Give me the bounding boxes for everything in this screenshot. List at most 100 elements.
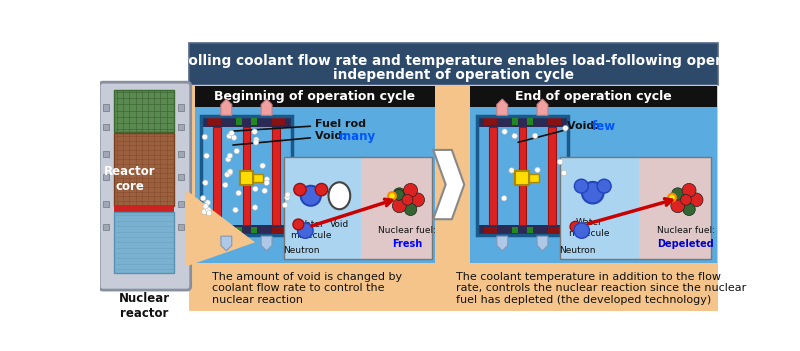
Circle shape — [252, 129, 258, 134]
Circle shape — [404, 184, 418, 197]
Circle shape — [301, 186, 321, 206]
FancyBboxPatch shape — [490, 127, 497, 225]
Circle shape — [410, 193, 425, 207]
Circle shape — [298, 223, 313, 238]
FancyBboxPatch shape — [477, 116, 568, 127]
FancyBboxPatch shape — [114, 133, 174, 206]
Circle shape — [200, 196, 206, 201]
FancyBboxPatch shape — [272, 127, 280, 225]
Circle shape — [234, 148, 239, 154]
FancyBboxPatch shape — [103, 124, 110, 130]
FancyBboxPatch shape — [178, 124, 185, 130]
FancyBboxPatch shape — [239, 171, 254, 185]
Circle shape — [502, 129, 507, 134]
Circle shape — [285, 195, 290, 200]
FancyBboxPatch shape — [512, 227, 518, 233]
Text: Neutron: Neutron — [283, 246, 320, 255]
Circle shape — [236, 190, 242, 196]
FancyBboxPatch shape — [178, 224, 185, 230]
Text: Reactor
core: Reactor core — [104, 165, 155, 193]
Circle shape — [202, 209, 207, 214]
Circle shape — [226, 133, 232, 139]
FancyBboxPatch shape — [189, 85, 718, 311]
Circle shape — [225, 172, 230, 177]
Text: The coolant temperature in addition to the flow
rate, controls the nuclear react: The coolant temperature in addition to t… — [457, 272, 746, 305]
Circle shape — [574, 223, 590, 238]
Circle shape — [532, 133, 538, 139]
Text: End of operation cycle: End of operation cycle — [515, 90, 672, 103]
FancyBboxPatch shape — [99, 82, 190, 290]
FancyBboxPatch shape — [284, 157, 361, 259]
Polygon shape — [434, 150, 464, 219]
FancyBboxPatch shape — [178, 174, 185, 180]
Circle shape — [264, 177, 270, 182]
Text: Depeleted: Depeleted — [658, 239, 714, 249]
Circle shape — [206, 207, 211, 212]
Circle shape — [293, 219, 304, 230]
FancyBboxPatch shape — [250, 118, 257, 125]
FancyBboxPatch shape — [559, 157, 638, 259]
Circle shape — [502, 196, 507, 201]
Circle shape — [202, 134, 207, 140]
Text: Fresh: Fresh — [392, 239, 422, 249]
FancyBboxPatch shape — [208, 118, 221, 125]
Circle shape — [260, 163, 266, 168]
Circle shape — [512, 133, 518, 139]
Text: Fuel rod: Fuel rod — [314, 119, 366, 129]
Circle shape — [682, 184, 696, 197]
FancyBboxPatch shape — [236, 227, 242, 233]
FancyBboxPatch shape — [114, 90, 174, 132]
Text: Neutron: Neutron — [559, 246, 596, 255]
Circle shape — [534, 167, 540, 173]
FancyBboxPatch shape — [548, 227, 561, 233]
FancyBboxPatch shape — [254, 174, 262, 182]
FancyBboxPatch shape — [114, 205, 174, 212]
Circle shape — [252, 205, 258, 210]
FancyBboxPatch shape — [548, 127, 555, 225]
FancyBboxPatch shape — [526, 118, 533, 125]
Circle shape — [671, 199, 685, 213]
FancyBboxPatch shape — [178, 151, 185, 157]
Text: Water
molecule: Water molecule — [568, 218, 610, 238]
FancyBboxPatch shape — [201, 225, 292, 236]
FancyBboxPatch shape — [236, 118, 242, 125]
Circle shape — [262, 188, 267, 193]
Text: The amount of void is changed by
coolant flow rate to control the
nuclear reacti: The amount of void is changed by coolant… — [212, 272, 402, 305]
Text: Void: Void — [330, 220, 349, 229]
Circle shape — [683, 203, 695, 216]
Circle shape — [393, 188, 406, 200]
Circle shape — [205, 200, 210, 205]
FancyArrow shape — [497, 99, 508, 115]
Circle shape — [285, 192, 290, 197]
FancyArrow shape — [261, 236, 272, 251]
Circle shape — [226, 170, 232, 176]
Circle shape — [227, 170, 233, 176]
FancyBboxPatch shape — [272, 227, 285, 233]
FancyBboxPatch shape — [189, 43, 718, 85]
Circle shape — [253, 186, 258, 192]
Text: Nuclear
reactor: Nuclear reactor — [118, 292, 170, 320]
Circle shape — [570, 221, 581, 232]
FancyBboxPatch shape — [361, 157, 433, 259]
FancyBboxPatch shape — [484, 227, 497, 233]
Circle shape — [222, 182, 228, 188]
Text: Void:: Void: — [567, 121, 603, 131]
FancyBboxPatch shape — [530, 174, 538, 182]
Circle shape — [388, 192, 396, 200]
Circle shape — [226, 157, 231, 162]
Circle shape — [315, 184, 328, 196]
Circle shape — [227, 169, 233, 174]
Circle shape — [562, 126, 568, 131]
Circle shape — [229, 131, 234, 136]
FancyBboxPatch shape — [103, 105, 110, 111]
Circle shape — [282, 203, 288, 208]
FancyBboxPatch shape — [526, 227, 533, 233]
FancyBboxPatch shape — [103, 174, 110, 180]
Circle shape — [558, 159, 562, 165]
Circle shape — [254, 137, 259, 143]
Text: independent of operation cycle: independent of operation cycle — [334, 68, 574, 82]
FancyBboxPatch shape — [518, 127, 526, 225]
Circle shape — [582, 182, 603, 204]
Circle shape — [574, 179, 588, 193]
Ellipse shape — [329, 182, 350, 209]
